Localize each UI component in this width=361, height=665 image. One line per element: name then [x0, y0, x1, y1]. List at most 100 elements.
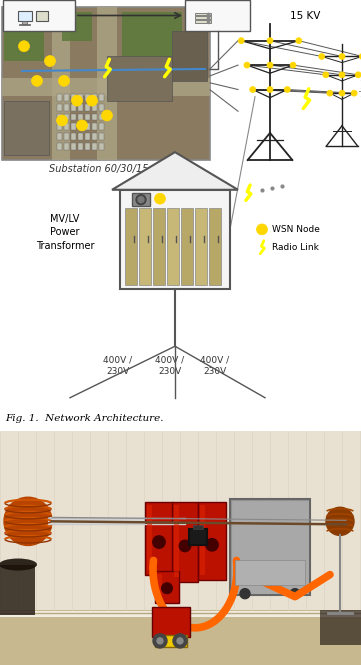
Circle shape — [250, 86, 256, 92]
Bar — [195, 17, 211, 19]
Bar — [52, 7, 70, 160]
Circle shape — [257, 224, 268, 235]
Circle shape — [267, 38, 273, 44]
Circle shape — [351, 90, 357, 96]
Circle shape — [326, 507, 354, 535]
Bar — [132, 193, 150, 205]
Circle shape — [162, 583, 172, 594]
Circle shape — [290, 589, 300, 598]
Bar — [172, 502, 198, 582]
Bar — [99, 104, 104, 110]
Bar — [209, 207, 221, 285]
Bar — [64, 143, 69, 150]
Bar — [57, 104, 62, 110]
Bar — [0, 431, 361, 614]
Circle shape — [136, 195, 146, 205]
Bar — [0, 565, 35, 614]
Circle shape — [284, 86, 290, 92]
Bar — [92, 104, 97, 110]
Bar — [92, 133, 97, 140]
Circle shape — [153, 536, 165, 548]
Bar — [71, 114, 76, 120]
Bar — [120, 190, 230, 289]
Circle shape — [339, 53, 345, 59]
Circle shape — [179, 540, 191, 552]
Circle shape — [339, 72, 345, 78]
Bar — [78, 104, 83, 110]
Bar — [57, 143, 62, 150]
Circle shape — [58, 75, 70, 86]
Bar — [97, 7, 117, 160]
Bar — [147, 505, 152, 569]
Circle shape — [57, 115, 68, 126]
Bar — [64, 104, 69, 110]
Bar — [85, 104, 90, 110]
Bar — [195, 207, 207, 285]
Circle shape — [323, 72, 329, 78]
Bar — [4, 100, 49, 155]
Circle shape — [18, 41, 30, 52]
Bar — [167, 207, 179, 285]
Polygon shape — [112, 152, 238, 190]
Bar — [78, 143, 83, 150]
Circle shape — [238, 38, 244, 44]
Bar — [198, 502, 226, 580]
Bar — [92, 94, 97, 100]
Text: MV/LV
Power
Transformer: MV/LV Power Transformer — [36, 214, 94, 251]
Circle shape — [31, 75, 43, 86]
Bar — [64, 94, 69, 100]
Bar — [78, 133, 83, 140]
Bar — [64, 124, 69, 130]
Bar — [92, 143, 97, 150]
Circle shape — [355, 72, 361, 78]
Circle shape — [157, 638, 163, 644]
Circle shape — [206, 539, 218, 551]
Bar — [71, 133, 76, 140]
Bar — [2, 78, 210, 96]
Bar — [320, 610, 361, 645]
Ellipse shape — [0, 559, 37, 571]
Bar — [57, 94, 62, 100]
Bar — [71, 104, 76, 110]
Bar — [99, 94, 104, 100]
Bar — [85, 94, 90, 100]
Text: Fig. 1.  Network Architecture.: Fig. 1. Network Architecture. — [5, 414, 164, 423]
Circle shape — [153, 634, 167, 648]
Bar — [85, 114, 90, 120]
Bar — [122, 11, 182, 61]
Bar — [153, 207, 165, 285]
Text: Substation 60/30/15 kV: Substation 60/30/15 kV — [49, 164, 164, 174]
Circle shape — [339, 90, 345, 96]
Bar — [200, 505, 205, 575]
Bar — [181, 207, 193, 285]
Bar — [189, 529, 207, 545]
Circle shape — [290, 62, 296, 68]
Bar — [145, 502, 173, 575]
Text: SCADA
Supervisory
Station: SCADA Supervisory Station — [16, 0, 62, 29]
Circle shape — [173, 634, 187, 648]
Bar — [18, 11, 32, 21]
Bar — [78, 124, 83, 130]
Bar — [85, 124, 90, 130]
Bar — [155, 571, 179, 602]
Bar — [155, 635, 187, 647]
Circle shape — [177, 638, 183, 644]
Bar — [174, 505, 179, 577]
Bar — [78, 114, 83, 120]
Bar — [195, 13, 211, 15]
Circle shape — [267, 62, 273, 68]
Bar — [36, 11, 48, 21]
Bar — [235, 559, 305, 585]
Bar — [99, 114, 104, 120]
Text: WSN Node: WSN Node — [272, 225, 320, 234]
Bar — [62, 11, 92, 41]
Bar — [2, 7, 210, 160]
Circle shape — [77, 120, 87, 131]
Bar — [99, 143, 104, 150]
Circle shape — [319, 53, 325, 59]
Circle shape — [244, 62, 250, 68]
Bar — [232, 501, 308, 593]
Bar — [195, 21, 211, 23]
Bar — [78, 94, 83, 100]
Circle shape — [155, 194, 165, 204]
